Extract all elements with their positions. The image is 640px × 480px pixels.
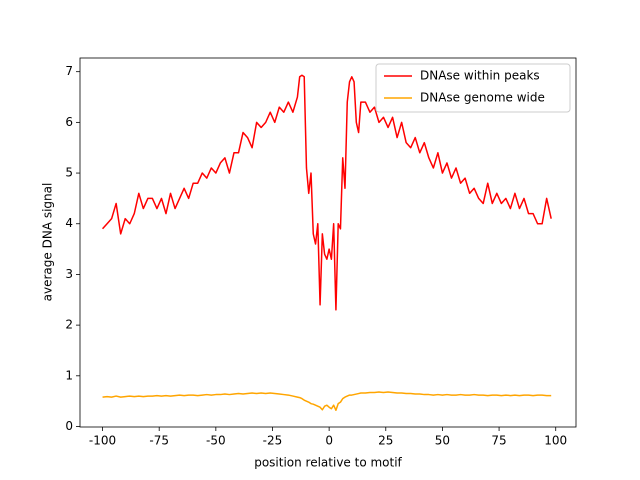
- y-tick-label: 3: [65, 267, 73, 281]
- y-tick-label: 2: [65, 318, 73, 332]
- x-tick-label: -50: [206, 434, 226, 448]
- plot-frame: [79, 57, 577, 428]
- data-line: [102, 391, 552, 412]
- data-line: [101, 74, 552, 311]
- legend-label: DNAse genome wide: [420, 91, 545, 105]
- y-tick-label: 5: [65, 166, 73, 180]
- x-tick-label: 100: [544, 434, 567, 448]
- x-tick-label: -100: [89, 434, 116, 448]
- x-tick-label: -75: [149, 434, 169, 448]
- x-tick-label: 50: [435, 434, 450, 448]
- legend-label: DNAse within peaks: [420, 69, 540, 83]
- legend-box: [375, 63, 571, 113]
- y-tick-label: 7: [65, 64, 73, 78]
- x-axis-label: position relative to motif: [254, 456, 402, 470]
- x-tick-label: 75: [491, 434, 506, 448]
- x-tick-label: -25: [263, 434, 283, 448]
- y-tick-label: 0: [65, 419, 73, 433]
- y-tick-label: 1: [65, 368, 73, 382]
- x-tick-label: 25: [378, 434, 393, 448]
- y-tick-label: 4: [65, 216, 73, 230]
- x-tick-label: 0: [325, 434, 333, 448]
- y-axis-label: average DNA signal: [41, 183, 55, 302]
- y-tick-label: 6: [65, 115, 73, 129]
